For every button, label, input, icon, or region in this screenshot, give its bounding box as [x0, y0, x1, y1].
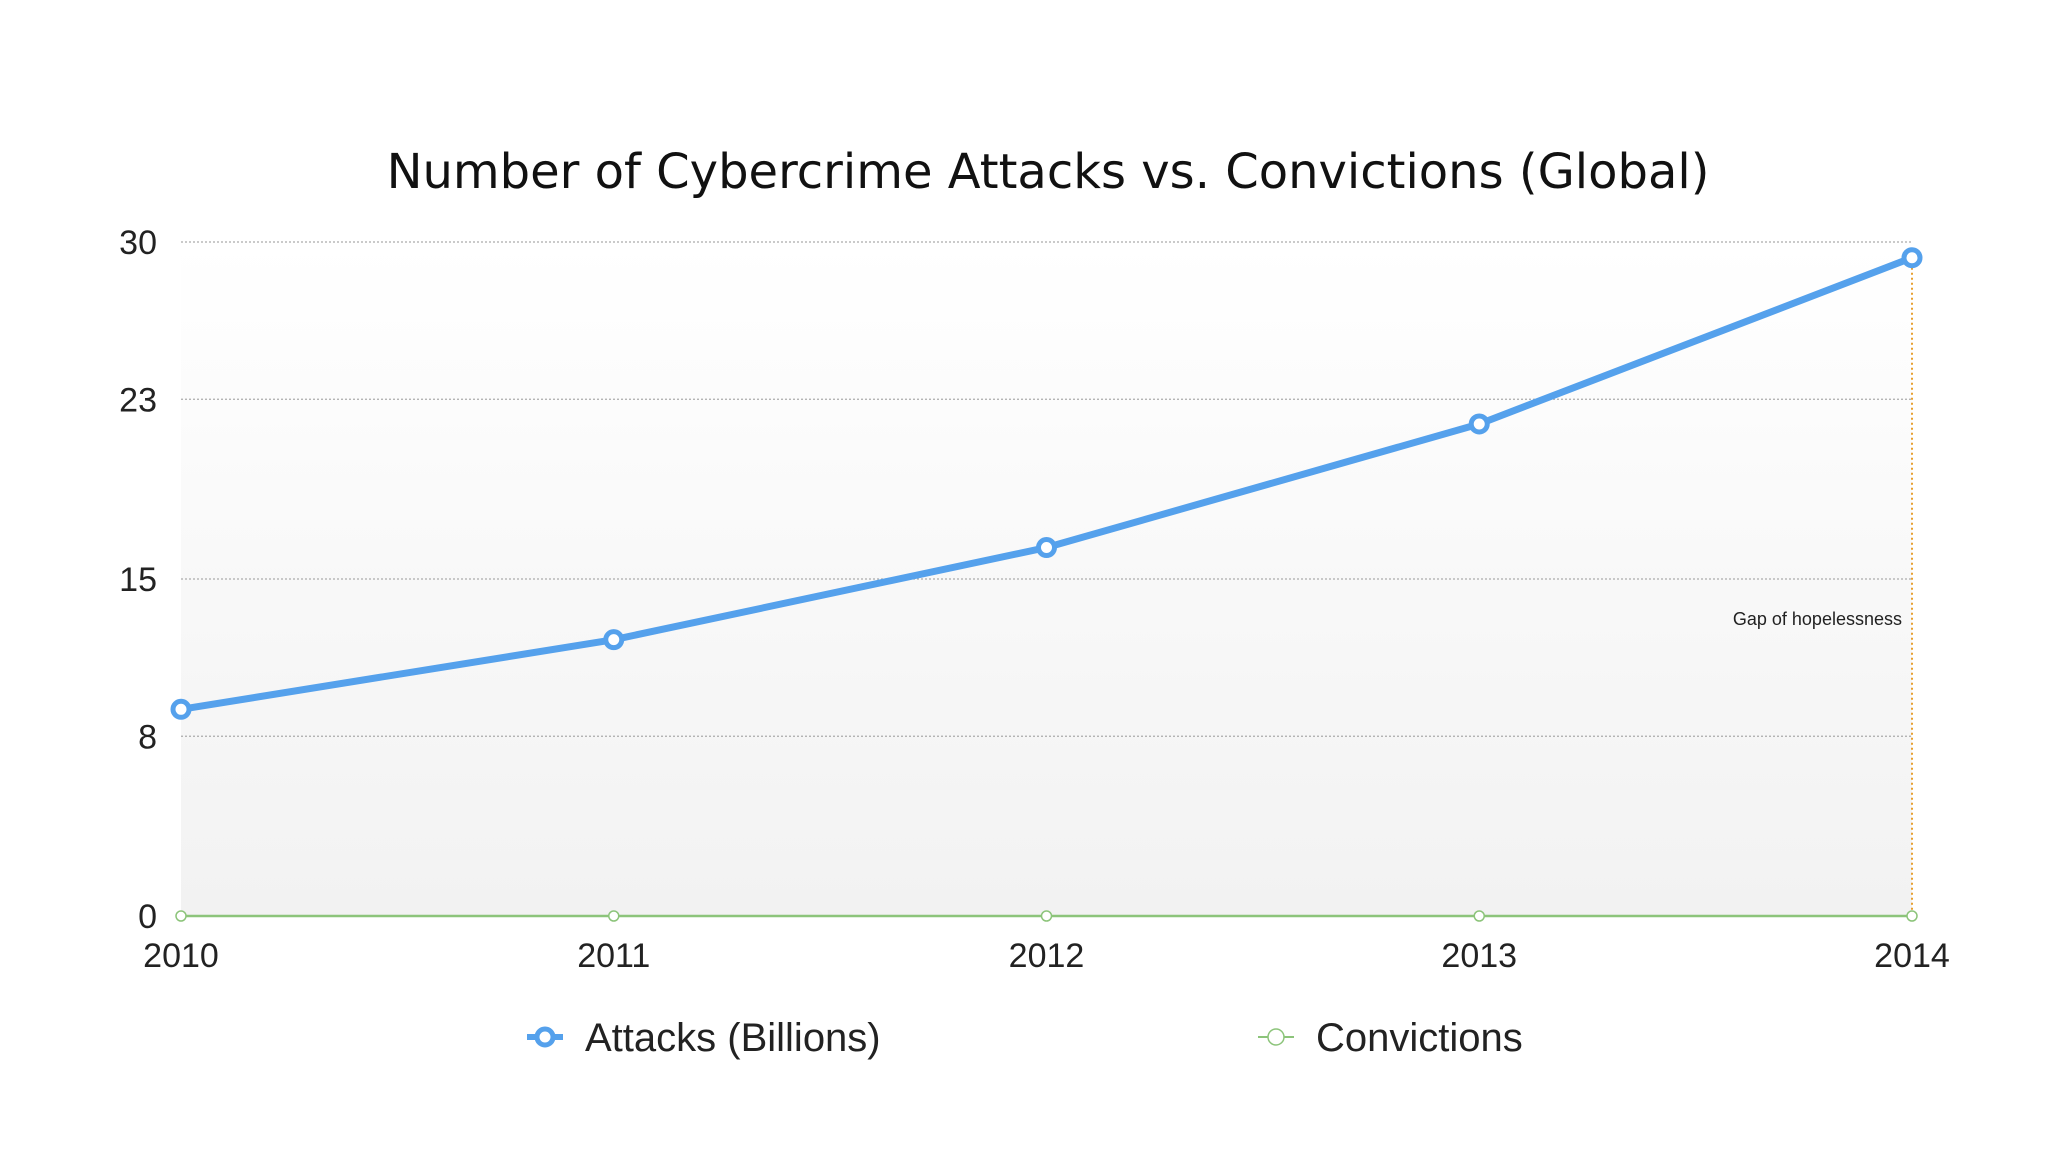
y-tick-label: 30 [119, 224, 157, 262]
annotation-text: Gap of hopelessness [1733, 609, 1902, 629]
x-tick-label: 2013 [1441, 937, 1517, 975]
point-attacks [603, 629, 625, 651]
x-tick-label: 2014 [1874, 937, 1950, 975]
y-tick-label: 0 [138, 898, 157, 936]
legend-label-attacks: Attacks (Billions) [585, 1016, 881, 1060]
gridlines [181, 241, 1912, 737]
legend-swatch-marker-convictions [1267, 1028, 1285, 1046]
point-convictions [608, 910, 620, 922]
point-convictions [1906, 910, 1918, 922]
legend: Attacks (Billions) Convictions [527, 1016, 1523, 1060]
annotation-group: Gap of hopelessness [1733, 257, 1913, 916]
series-group [170, 247, 1923, 922]
point-attacks [1468, 413, 1490, 435]
y-tick-label: 8 [138, 718, 157, 756]
legend-label-convictions: Convictions [1316, 1016, 1523, 1060]
point-attacks [170, 698, 192, 720]
point-attacks [1036, 537, 1057, 559]
x-axis-ticks: 2010 2011 2012 2013 2014 [143, 937, 1950, 975]
y-tick-label: 23 [119, 381, 157, 419]
point-attacks [1901, 247, 1923, 269]
point-convictions [1040, 910, 1053, 922]
x-tick-label: 2012 [1009, 937, 1085, 975]
y-axis-ticks: 0 8 15 23 30 [119, 224, 157, 936]
y-tick-label: 15 [119, 561, 157, 599]
point-convictions [1473, 910, 1485, 922]
x-tick-label: 2011 [577, 937, 650, 975]
legend-swatch-marker-attacks [534, 1026, 556, 1048]
chart-title: Number of Cybercrime Attacks vs. Convict… [387, 144, 1710, 200]
x-tick-label: 2010 [143, 937, 219, 975]
point-convictions [175, 910, 187, 922]
